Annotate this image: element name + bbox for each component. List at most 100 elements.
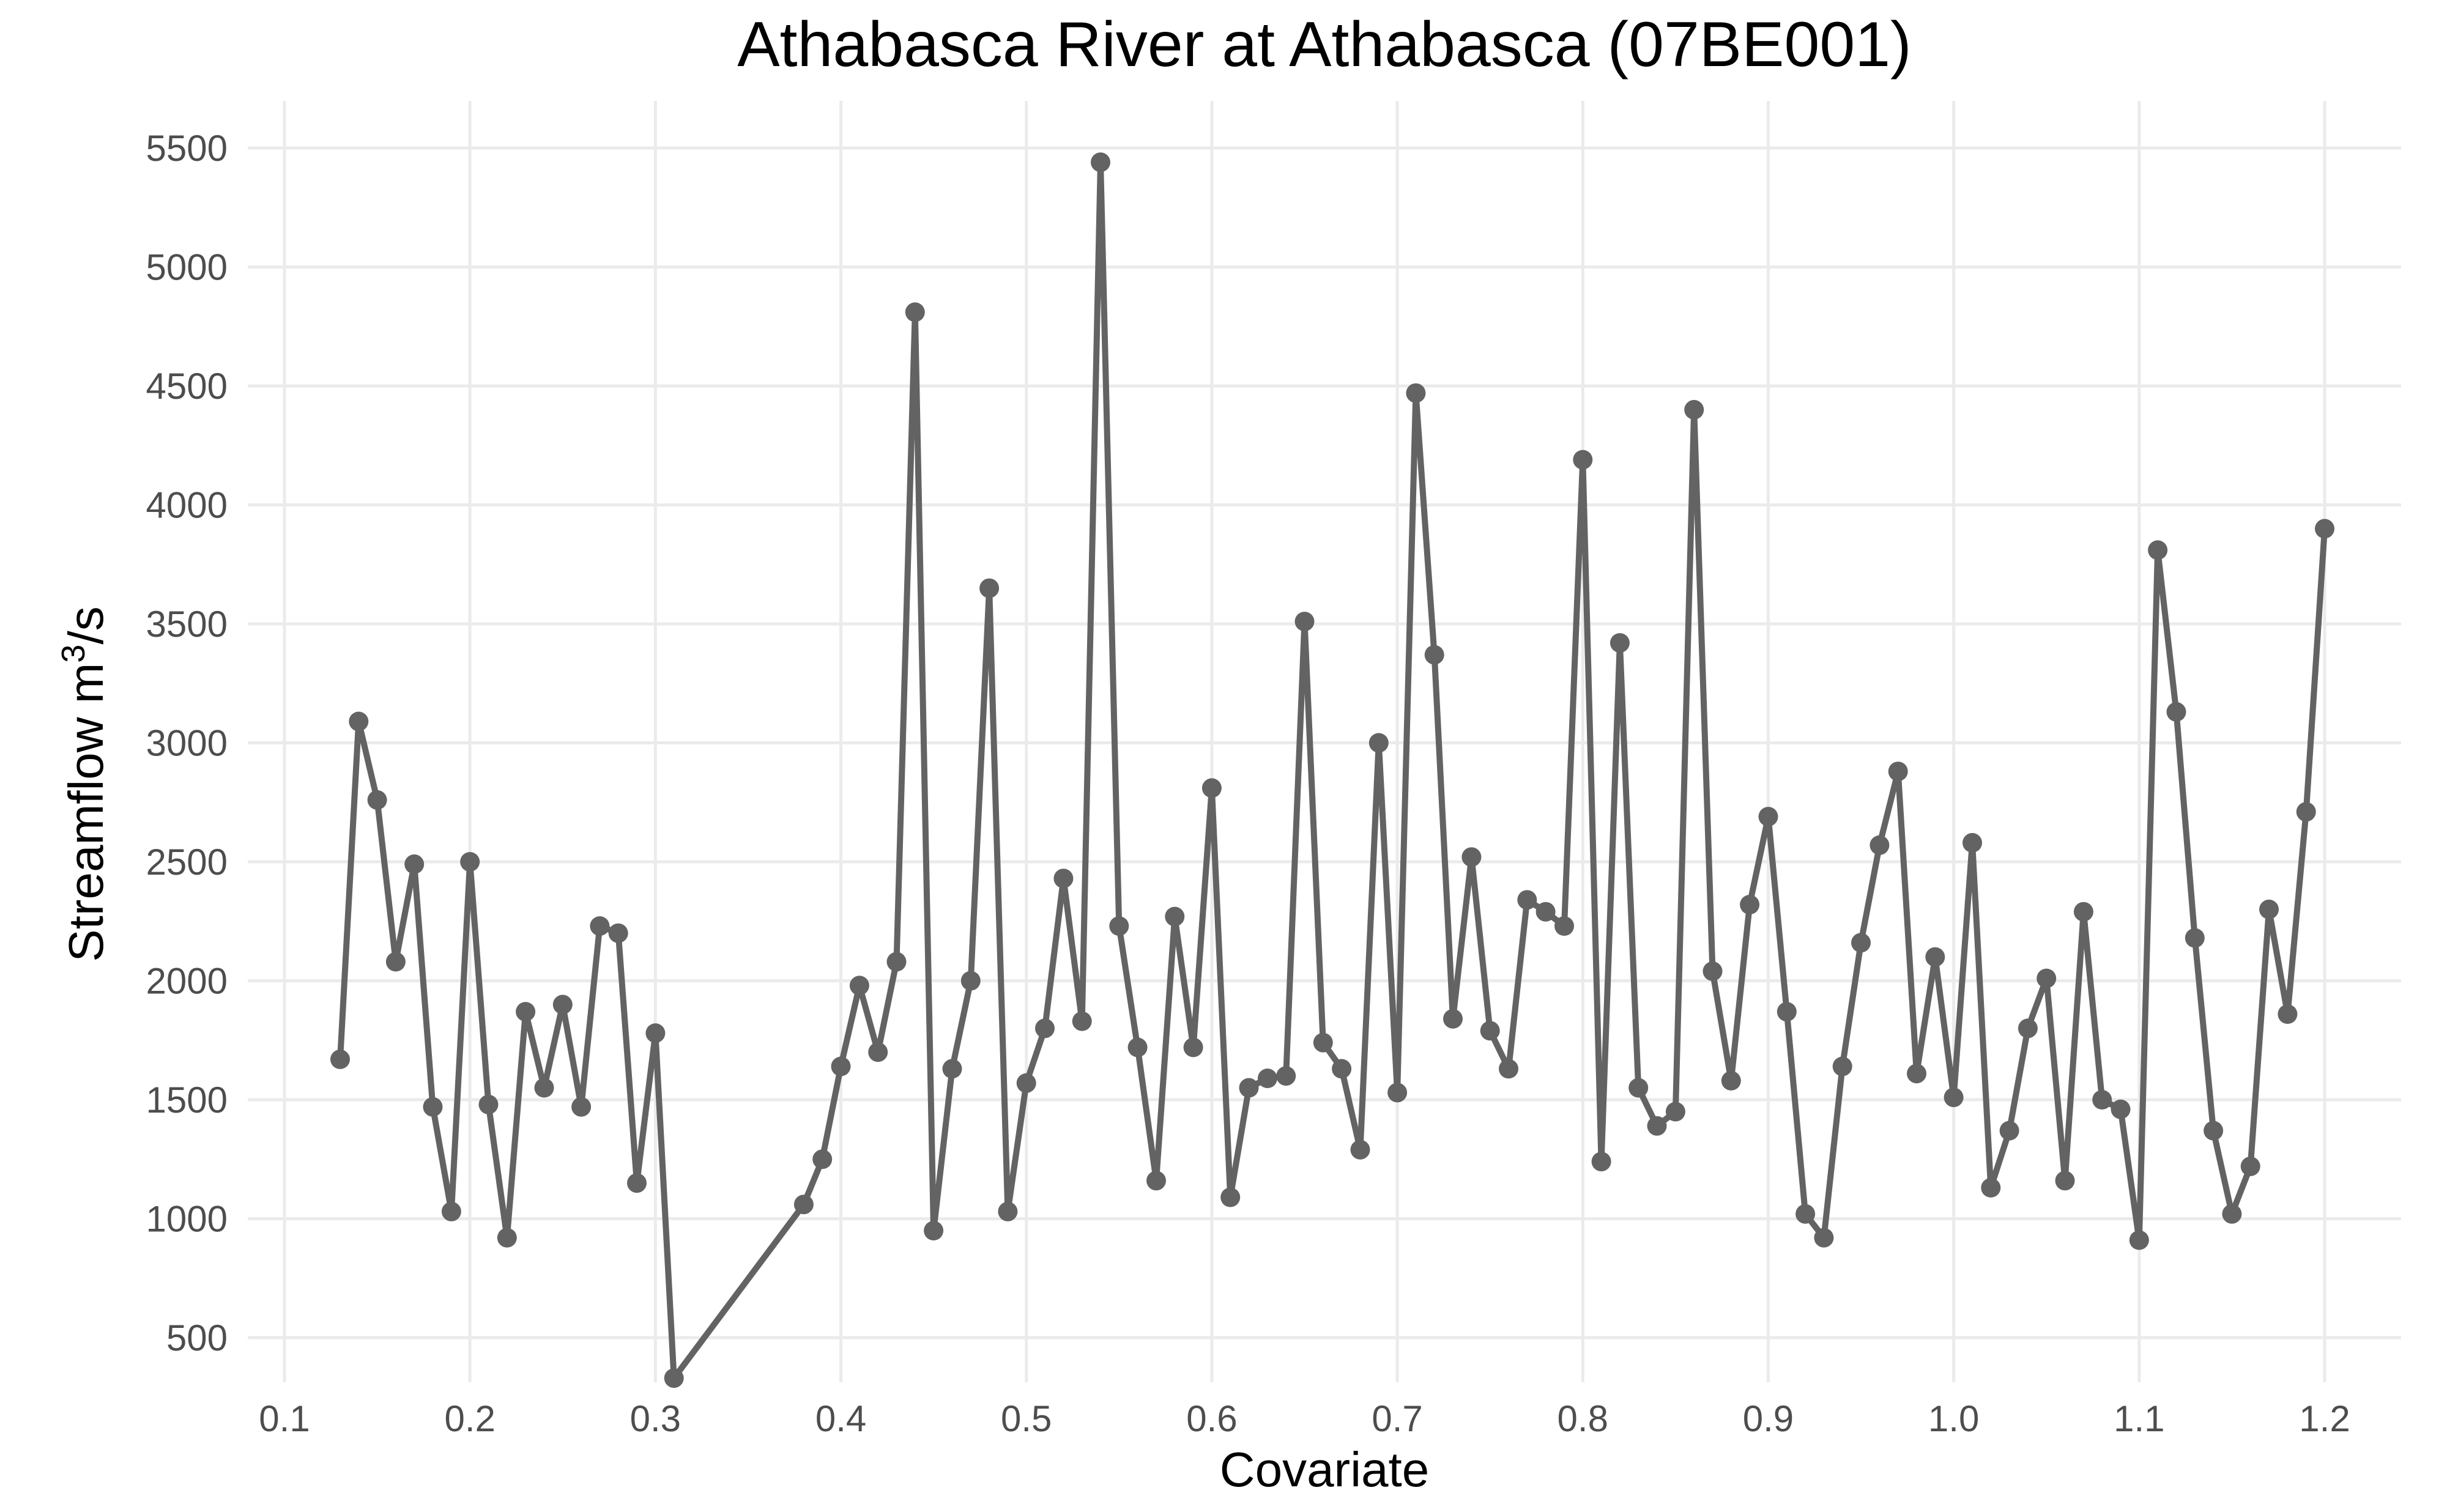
data-point bbox=[1146, 1171, 1166, 1191]
data-point bbox=[2148, 540, 2168, 560]
data-point bbox=[1387, 1083, 1408, 1103]
data-point bbox=[1109, 916, 1129, 936]
data-point bbox=[460, 852, 480, 872]
series-streamflow bbox=[330, 152, 2334, 1388]
data-point bbox=[404, 854, 425, 874]
data-point bbox=[1665, 1102, 1685, 1122]
data-point bbox=[1944, 1088, 1964, 1108]
x-tick-label: 1.2 bbox=[2299, 1398, 2350, 1439]
x-tick-label: 0.4 bbox=[815, 1398, 866, 1439]
data-point bbox=[1517, 890, 1537, 910]
data-point bbox=[1535, 902, 1556, 922]
data-point bbox=[1257, 1069, 1277, 1088]
x-tick-label: 0.9 bbox=[1743, 1398, 1794, 1439]
data-point bbox=[2240, 1156, 2260, 1176]
data-point bbox=[1350, 1140, 1370, 1160]
data-point bbox=[1870, 835, 1890, 855]
y-axis-title-suffix: /s bbox=[59, 606, 113, 644]
data-point bbox=[1610, 633, 1630, 653]
data-point bbox=[1313, 1032, 1333, 1053]
data-point bbox=[1795, 1204, 1816, 1224]
data-point bbox=[942, 1059, 962, 1079]
data-point bbox=[1072, 1011, 1092, 1031]
data-point bbox=[1832, 1056, 1852, 1077]
y-tick-label: 2500 bbox=[146, 842, 228, 883]
data-point bbox=[478, 1094, 499, 1114]
data-point bbox=[886, 952, 907, 972]
data-point bbox=[1480, 1021, 1500, 1041]
data-point bbox=[645, 1023, 666, 1043]
y-axis-title-superscript: 3 bbox=[55, 645, 92, 663]
data-point bbox=[1888, 762, 1908, 782]
data-point bbox=[1628, 1078, 1649, 1098]
x-tick-label: 0.3 bbox=[630, 1398, 681, 1439]
data-point bbox=[2037, 968, 2057, 988]
data-point bbox=[831, 1056, 851, 1077]
data-point bbox=[1424, 645, 1444, 665]
x-tick-label: 1.1 bbox=[2114, 1398, 2164, 1439]
data-point bbox=[979, 578, 1000, 598]
data-point bbox=[2185, 928, 2205, 948]
data-point bbox=[1183, 1037, 1203, 1058]
data-point bbox=[1851, 933, 1871, 953]
data-point bbox=[1814, 1228, 1834, 1248]
data-point bbox=[664, 1368, 684, 1388]
data-point bbox=[2166, 702, 2186, 722]
y-tick-label: 2000 bbox=[146, 961, 228, 1002]
y-tick-label: 4000 bbox=[146, 485, 228, 526]
data-point bbox=[1647, 1116, 1667, 1136]
data-point bbox=[1721, 1070, 1741, 1091]
data-point bbox=[497, 1228, 517, 1248]
data-point bbox=[1591, 1152, 1611, 1172]
data-point bbox=[2296, 802, 2316, 822]
data-point bbox=[1740, 895, 1760, 914]
data-point bbox=[1294, 612, 1315, 632]
data-point bbox=[2018, 1018, 2038, 1039]
data-point bbox=[849, 976, 869, 996]
x-tick-label: 0.8 bbox=[1558, 1398, 1608, 1439]
data-point bbox=[590, 916, 610, 936]
data-point bbox=[924, 1221, 944, 1240]
y-axis-title: Streamflow m3/s bbox=[55, 606, 113, 962]
data-point bbox=[1925, 947, 1945, 967]
data-point bbox=[2129, 1230, 2149, 1250]
data-point bbox=[1703, 961, 1723, 981]
data-point bbox=[441, 1201, 461, 1221]
data-point bbox=[960, 971, 981, 991]
x-tick-label: 0.2 bbox=[444, 1398, 495, 1439]
data-point bbox=[1201, 778, 1222, 798]
data-point bbox=[1443, 1009, 1463, 1029]
data-point bbox=[2092, 1090, 2112, 1110]
y-axis-ticks: 500 1000 1500 2000 2500 3000 3500 4000 4500 5000 5… bbox=[146, 128, 228, 1358]
y-tick-label: 3000 bbox=[146, 723, 228, 764]
data-point bbox=[1758, 807, 1778, 827]
data-point bbox=[998, 1201, 1018, 1221]
data-point bbox=[534, 1078, 554, 1098]
data-point bbox=[1573, 450, 1593, 470]
data-point bbox=[385, 952, 406, 972]
data-point bbox=[608, 923, 628, 943]
x-tick-label: 0.7 bbox=[1372, 1398, 1422, 1439]
data-point bbox=[1777, 1002, 1797, 1022]
data-point bbox=[516, 1002, 536, 1022]
x-axis-ticks: 0.1 0.2 0.3 0.4 0.5 0.6 0.7 0.8 0.9 1.0 1.1 1.2 bbox=[259, 1398, 2350, 1439]
y-tick-label: 5500 bbox=[146, 128, 228, 169]
data-point bbox=[571, 1097, 592, 1117]
data-point bbox=[1981, 1177, 2001, 1198]
y-tick-label: 1000 bbox=[146, 1199, 228, 1240]
data-point bbox=[905, 302, 925, 322]
data-point bbox=[330, 1049, 350, 1069]
data-point bbox=[2315, 519, 2334, 539]
series-line bbox=[337, 159, 2328, 1382]
data-point bbox=[1035, 1018, 1055, 1039]
x-axis-title: Covariate bbox=[1220, 1442, 1429, 1497]
data-point bbox=[2055, 1171, 2075, 1191]
data-point bbox=[349, 711, 369, 732]
y-tick-label: 3500 bbox=[146, 604, 228, 645]
data-point bbox=[1127, 1037, 1148, 1058]
data-point bbox=[2111, 1099, 2131, 1119]
data-point bbox=[1684, 399, 1704, 420]
data-point bbox=[1332, 1059, 1352, 1079]
